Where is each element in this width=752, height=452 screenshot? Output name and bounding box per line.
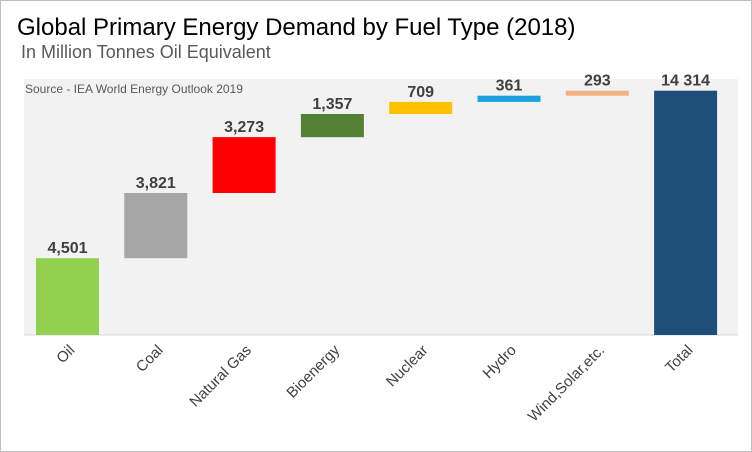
bar-bioenergy — [300, 114, 364, 138]
x-tick-oil: Oil — [53, 342, 78, 367]
bar-coal — [124, 193, 188, 259]
x-tick-natural-gas: Natural Gas — [186, 342, 255, 411]
x-tick-total: Total — [662, 342, 696, 376]
x-tick-coal: Coal — [133, 342, 167, 376]
x-tick-hydro: Hydro — [480, 342, 520, 382]
bar-total — [654, 90, 718, 335]
x-tick-bioenergy: Bioenergy — [283, 341, 343, 401]
value-label-oil: 4,501 — [47, 240, 87, 257]
chart-subtitle: In Million Tonnes Oil Equivalent — [21, 42, 271, 62]
bar-oil — [36, 258, 99, 335]
value-label-bioenergy: 1,357 — [312, 96, 352, 113]
value-label-natural-gas: 3,273 — [224, 119, 264, 136]
source-note: Source - IEA World Energy Outlook 2019 — [25, 82, 243, 96]
bar-nuclear — [389, 101, 453, 114]
chart-title: Global Primary Energy Demand by Fuel Typ… — [17, 14, 576, 41]
bar-natural-gas — [212, 137, 276, 193]
value-label-wind-solar-etc: 293 — [584, 73, 611, 90]
value-label-hydro: 361 — [496, 78, 523, 95]
value-label-total: 14 314 — [661, 73, 710, 90]
x-tick-nuclear: Nuclear — [383, 342, 432, 391]
bar-wind-solar-etc — [565, 90, 629, 96]
value-label-coal: 3,821 — [136, 175, 176, 192]
value-label-nuclear: 709 — [407, 84, 434, 101]
bar-hydro — [477, 95, 541, 102]
x-tick-wind-solar-etc: Wind,Solar,etc. — [525, 342, 608, 425]
